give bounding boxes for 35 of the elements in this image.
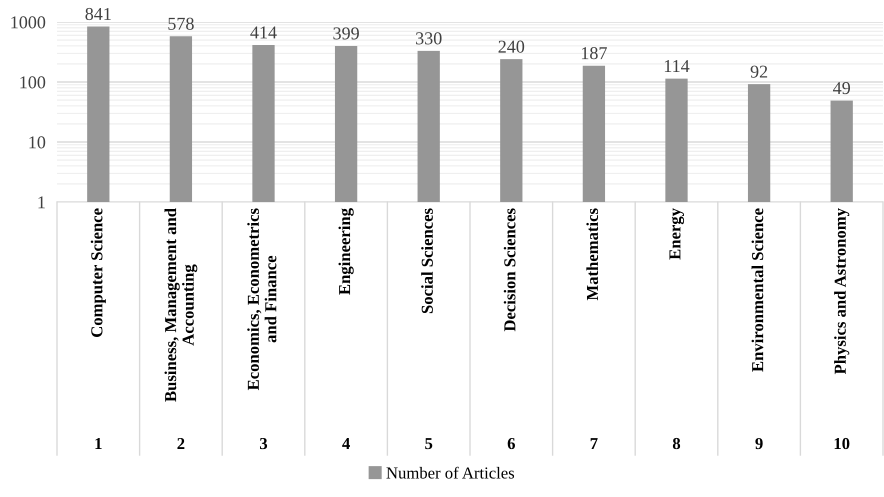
text: 8 <box>672 438 680 450</box>
x-tick-label: Decision Sciences <box>504 208 516 332</box>
text: 3 <box>260 438 268 450</box>
x-tick-label: Environmental Science <box>752 208 764 372</box>
x-tick-label: Business, Management and Accounting <box>164 208 198 402</box>
x-tick-label: Mathematics <box>586 208 598 300</box>
x-tick-label: Energy <box>669 208 684 260</box>
data-label: 578 <box>168 18 194 30</box>
data-label: 240 <box>498 40 524 53</box>
data-label: 92 <box>750 66 768 78</box>
text: 10 <box>834 438 850 450</box>
y-tick-label: 1000 <box>11 16 46 28</box>
data-label: 414 <box>250 26 277 38</box>
x-tick-label: Physics and Astronomy <box>834 208 850 374</box>
text: 2 <box>177 438 184 450</box>
x-tick-label: Computer Science <box>90 208 106 337</box>
data-label: 49 <box>833 82 850 94</box>
y-tick-label: 100 <box>20 76 46 88</box>
text: 5 <box>425 438 432 450</box>
y-tick-label: 10 <box>29 136 46 148</box>
text: 7 <box>590 438 598 450</box>
legend-label: Number of Articles <box>386 466 514 479</box>
x-tick-label: Engineering <box>338 208 354 295</box>
text: 4 <box>342 438 350 450</box>
y-tick-label: 1 <box>38 196 45 208</box>
data-label: 114 <box>664 60 690 72</box>
text: 9 <box>755 438 763 450</box>
x-tick-label: Social Sciences <box>421 208 433 314</box>
text: 6 <box>508 438 515 450</box>
data-label: 330 <box>416 32 442 44</box>
text: 1 <box>95 438 102 450</box>
x-tick-label: Economics, Econometrics and Finance <box>247 208 276 390</box>
data-label: 841 <box>85 8 111 20</box>
data-label: 187 <box>582 47 607 60</box>
data-label: 399 <box>333 27 359 40</box>
